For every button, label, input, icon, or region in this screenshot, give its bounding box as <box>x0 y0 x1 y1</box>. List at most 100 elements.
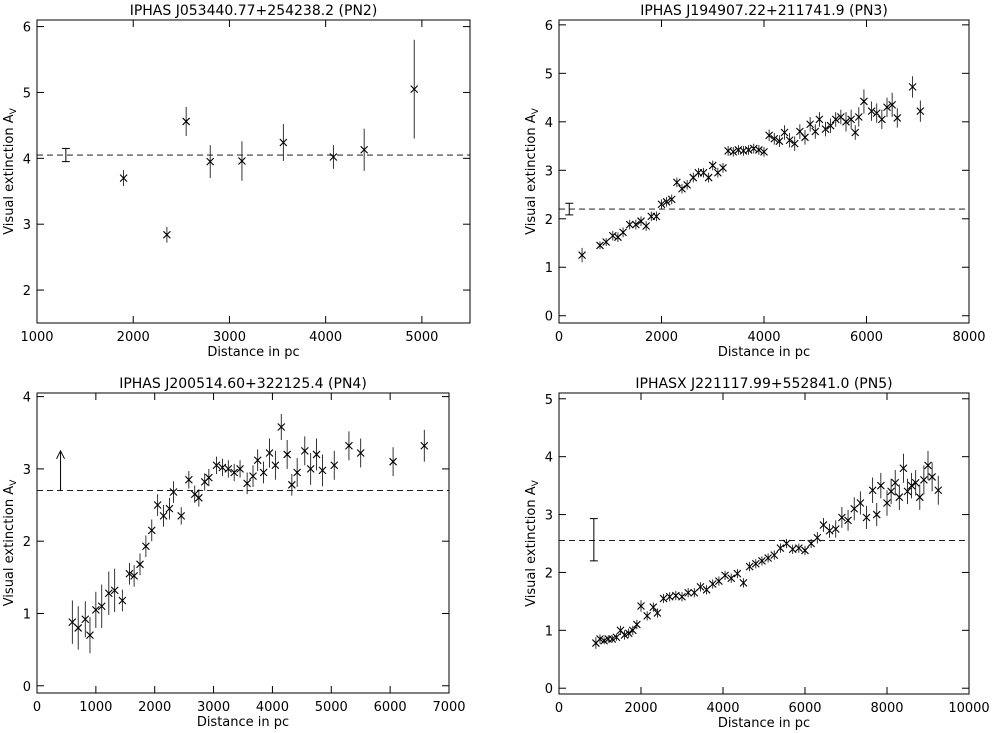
point-marker <box>204 473 213 482</box>
data-point <box>153 494 162 516</box>
point-marker <box>765 131 774 140</box>
point-marker <box>224 465 233 473</box>
point-marker <box>883 499 891 507</box>
y-tick-label: 2 <box>545 566 553 581</box>
point-marker <box>831 525 840 533</box>
x-tick-label: 0 <box>555 330 563 345</box>
point-marker <box>119 174 128 182</box>
point-marker <box>329 153 338 161</box>
data-point <box>420 429 429 462</box>
point-marker <box>749 144 758 153</box>
x-axis-label: Distance in pc <box>718 716 810 731</box>
data-point <box>831 520 840 538</box>
point-marker <box>744 146 753 154</box>
data-point <box>868 477 877 503</box>
data-point <box>744 145 753 155</box>
data-point <box>754 145 763 155</box>
data-point <box>356 438 365 468</box>
point-marker <box>854 113 863 121</box>
point-marker <box>831 115 840 124</box>
data-point <box>147 519 156 542</box>
data-point <box>330 450 339 480</box>
data-point <box>643 611 652 621</box>
data-point <box>860 89 868 114</box>
point-marker <box>826 121 835 130</box>
point-marker <box>287 480 296 489</box>
data-point <box>204 468 213 487</box>
point-marker <box>907 481 916 490</box>
data-point <box>895 484 904 510</box>
point-marker <box>236 465 244 473</box>
point-marker <box>306 465 315 473</box>
point-marker <box>620 631 629 639</box>
data-point <box>801 130 809 145</box>
point-marker <box>899 464 908 473</box>
point-marker <box>877 115 886 124</box>
point-marker <box>708 161 717 170</box>
point-marker <box>356 449 365 457</box>
point-marker <box>612 633 621 642</box>
point-marker <box>671 591 680 600</box>
point-marker <box>130 572 139 580</box>
plot-frame <box>558 19 970 324</box>
data-point <box>620 630 629 640</box>
data-point <box>271 450 280 480</box>
y-tick-label: 4 <box>23 152 31 167</box>
data-point <box>596 241 604 250</box>
data-point <box>903 478 912 505</box>
data-point <box>277 413 286 440</box>
point-marker <box>920 475 928 484</box>
data-point <box>206 145 215 179</box>
y-axis-label: Visual extinction AV <box>524 479 541 606</box>
point-marker <box>895 493 904 502</box>
x-axis-label: Distance in pc <box>197 715 289 730</box>
data-point <box>667 194 676 205</box>
point-marker <box>807 539 816 548</box>
data-point <box>177 507 186 525</box>
point-marker <box>633 620 641 629</box>
data-point <box>218 458 227 477</box>
data-point <box>592 637 600 649</box>
data-point <box>283 439 292 469</box>
y-tick-label: 1 <box>545 261 553 276</box>
y-axis-label-subscript: V <box>9 107 19 114</box>
point-marker <box>844 516 852 525</box>
data-point <box>847 109 856 130</box>
point-marker <box>68 618 77 627</box>
data-point <box>821 121 830 137</box>
y-tick-label: 0 <box>545 682 553 697</box>
data-point <box>253 449 262 472</box>
y-tick-label: 3 <box>23 218 31 233</box>
point-marker <box>721 571 729 580</box>
data-point <box>141 535 150 558</box>
x-tick-label: 0 <box>33 700 41 715</box>
point-marker <box>600 636 608 645</box>
point-marker <box>847 115 856 124</box>
x-tick-label: 2000 <box>117 330 150 345</box>
data-point <box>596 634 604 644</box>
point-marker <box>271 461 280 470</box>
point-marker <box>259 468 268 477</box>
y-tick-label: 2 <box>23 535 31 550</box>
data-point <box>119 170 128 186</box>
point-marker <box>165 504 174 513</box>
point-marker <box>872 510 881 519</box>
plot-frame <box>36 19 471 324</box>
point-marker <box>253 456 262 465</box>
data-point <box>751 559 760 569</box>
y-axis-label-subscript: V <box>531 107 541 114</box>
x-tick-label: 7000 <box>432 700 465 715</box>
data-point <box>872 502 881 527</box>
point-marker <box>136 560 144 569</box>
point-marker <box>819 521 828 529</box>
point-marker <box>643 611 652 620</box>
data-point <box>844 509 852 531</box>
point-marker <box>238 157 246 165</box>
point-marker <box>860 97 868 106</box>
x-tick-label: 3000 <box>213 330 246 345</box>
data-point <box>916 100 925 122</box>
data-point <box>97 584 106 628</box>
data-point <box>652 211 661 222</box>
data-point <box>794 543 803 553</box>
point-marker <box>212 461 221 470</box>
